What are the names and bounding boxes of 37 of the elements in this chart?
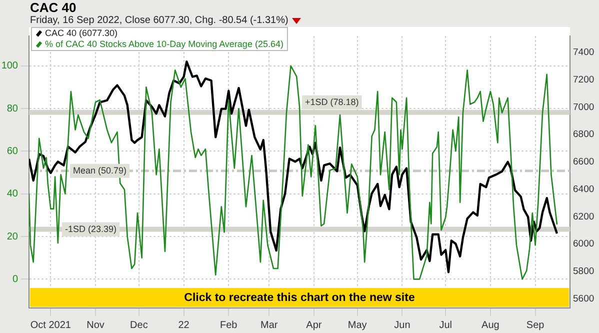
legend-label: % of CAC 40 Stocks Above 10-Day Moving Average (25.64) [45, 39, 284, 50]
x-tick-label: Dec [130, 320, 148, 331]
x-tick-label: Mar [260, 320, 278, 331]
annotation: Click to recreate this chart on the new site [184, 292, 415, 304]
ref-line-label: Mean (50.79) [73, 165, 127, 176]
x-tick-label: 22 [178, 320, 190, 331]
y2-tick-label: 6800 [573, 129, 594, 140]
x-tick-label: May [348, 320, 367, 331]
x-tick-label: Feb [220, 320, 238, 331]
y-tick-label: 100 [1, 60, 18, 72]
y2-tick-label: 6600 [573, 156, 594, 168]
y-tick-label: 0 [12, 274, 18, 285]
x-tick-label: Oct 2021 [30, 320, 72, 331]
y2-tick-label: 6200 [573, 211, 594, 222]
y2-tick-label: 5800 [573, 266, 594, 278]
ref-line-label: +1SD (78.18) [305, 96, 359, 107]
chart-title: CAC 40 [30, 0, 76, 15]
legend-label: CAC 40 (6077.30) [45, 28, 118, 39]
y2-tick-label: 7400 [573, 47, 594, 58]
y-tick-label: 80 [6, 103, 18, 114]
x-tick-label: Sep [526, 320, 545, 331]
y-tick-label: 20 [6, 231, 18, 242]
y2-tick-label: 5600 [573, 293, 594, 304]
banner-box: Click to recreate this chart on the new site [30, 288, 569, 307]
x-tick-label: Apr [306, 320, 322, 331]
y-tick-label: 60 [6, 146, 18, 157]
y-tick-label: 40 [6, 188, 18, 200]
chart-subtitle: Friday, 16 Sep 2022, Close 6077.30, Chg. -80.54 (-1.31%) [30, 15, 288, 26]
y2-tick-label: 7200 [573, 74, 594, 86]
ref-line-label: -1SD (23.39) [65, 224, 117, 234]
x-tick-label: Jun [394, 320, 410, 331]
x-tick-label: Jul [439, 320, 452, 331]
x-tick-label: Aug [482, 320, 500, 331]
y2-tick-label: 7000 [573, 102, 594, 113]
y2-tick-label: 6400 [573, 184, 594, 195]
y2-tick-label: 6000 [573, 238, 594, 250]
x-tick-label: Nov [86, 320, 104, 331]
